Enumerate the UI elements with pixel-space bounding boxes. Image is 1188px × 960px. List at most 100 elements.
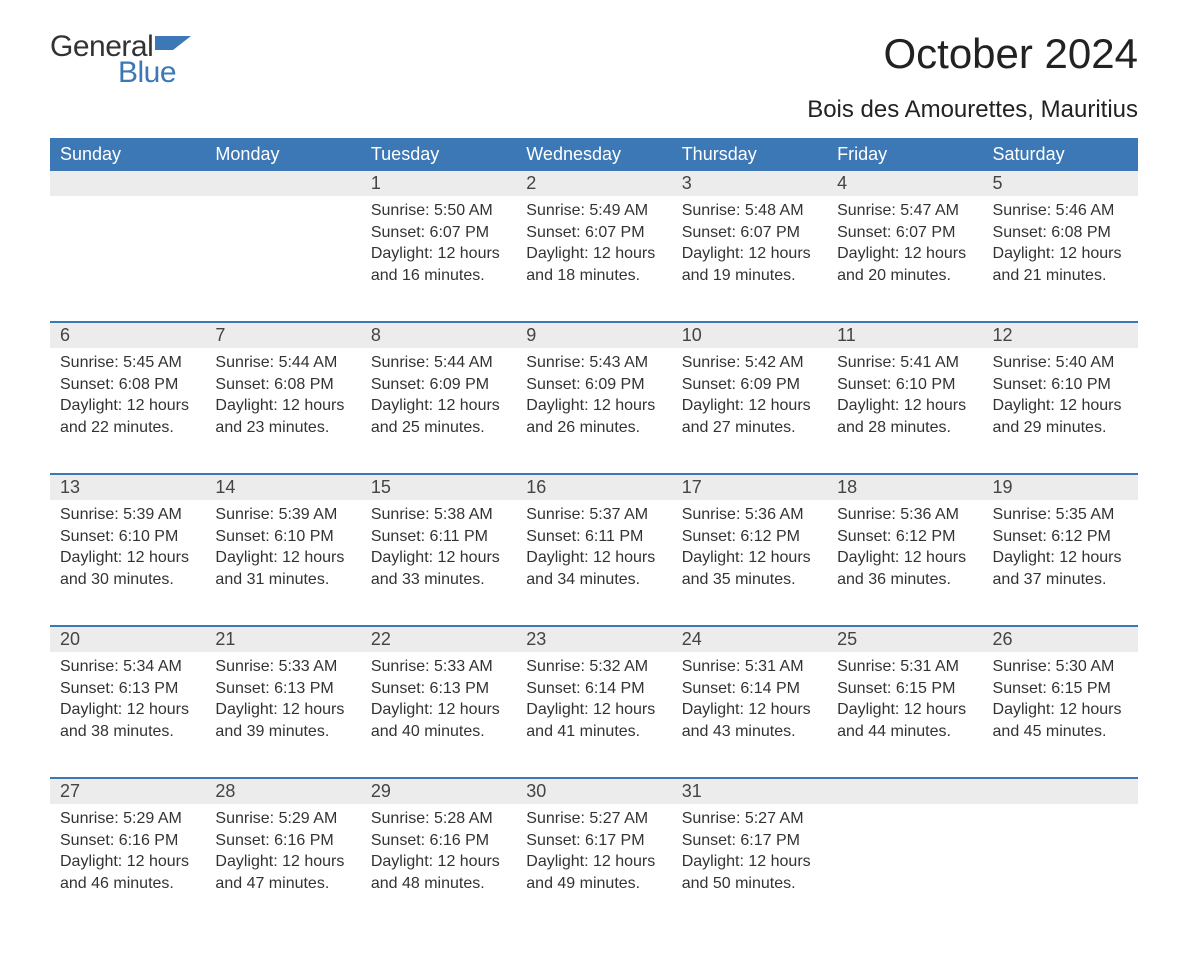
weekday-header-row: Sunday Monday Tuesday Wednesday Thursday… [50,138,1138,171]
day-number-cell: 4 [827,171,982,196]
sunset-text: Sunset: 6:09 PM [682,374,817,396]
sunrise-text: Sunrise: 5:30 AM [993,656,1128,678]
sunset-text: Sunset: 6:12 PM [682,526,817,548]
sunset-text: Sunset: 6:07 PM [682,222,817,244]
sunset-text: Sunset: 6:12 PM [993,526,1128,548]
day-body-cell: Sunrise: 5:39 AMSunset: 6:10 PMDaylight:… [50,500,205,626]
daylight-text-2: and 16 minutes. [371,265,506,287]
day-number-cell: 29 [361,778,516,804]
day-body-cell: Sunrise: 5:39 AMSunset: 6:10 PMDaylight:… [205,500,360,626]
calendar-table: Sunday Monday Tuesday Wednesday Thursday… [50,138,1138,930]
sunset-text: Sunset: 6:14 PM [682,678,817,700]
day-content: Sunrise: 5:27 AMSunset: 6:17 PMDaylight:… [672,804,827,904]
sunset-text: Sunset: 6:16 PM [60,830,195,852]
sunset-text: Sunset: 6:10 PM [60,526,195,548]
daylight-text-2: and 29 minutes. [993,417,1128,439]
day-body-cell: Sunrise: 5:27 AMSunset: 6:17 PMDaylight:… [516,804,671,930]
day-body-cell: Sunrise: 5:44 AMSunset: 6:09 PMDaylight:… [361,348,516,474]
sunset-text: Sunset: 6:15 PM [993,678,1128,700]
day-body-cell: Sunrise: 5:45 AMSunset: 6:08 PMDaylight:… [50,348,205,474]
day-content: Sunrise: 5:29 AMSunset: 6:16 PMDaylight:… [205,804,360,904]
sunrise-text: Sunrise: 5:47 AM [837,200,972,222]
day-content: Sunrise: 5:46 AMSunset: 6:08 PMDaylight:… [983,196,1138,296]
day-content: Sunrise: 5:31 AMSunset: 6:14 PMDaylight:… [672,652,827,752]
day-body-cell: Sunrise: 5:47 AMSunset: 6:07 PMDaylight:… [827,196,982,322]
sunrise-text: Sunrise: 5:39 AM [215,504,350,526]
day-body-cell: Sunrise: 5:46 AMSunset: 6:08 PMDaylight:… [983,196,1138,322]
weekday-header: Wednesday [516,138,671,171]
daylight-text-1: Daylight: 12 hours [837,243,972,265]
day-content: Sunrise: 5:40 AMSunset: 6:10 PMDaylight:… [983,348,1138,448]
sunset-text: Sunset: 6:16 PM [215,830,350,852]
day-number-row: 13141516171819 [50,474,1138,500]
day-body-cell: Sunrise: 5:35 AMSunset: 6:12 PMDaylight:… [983,500,1138,626]
sunset-text: Sunset: 6:09 PM [526,374,661,396]
sunset-text: Sunset: 6:17 PM [526,830,661,852]
daylight-text-2: and 23 minutes. [215,417,350,439]
day-number-cell: 15 [361,474,516,500]
sunrise-text: Sunrise: 5:41 AM [837,352,972,374]
day-body-cell [205,196,360,322]
daylight-text-1: Daylight: 12 hours [215,395,350,417]
daylight-text-2: and 41 minutes. [526,721,661,743]
day-number-cell: 28 [205,778,360,804]
day-number-cell: 30 [516,778,671,804]
day-body-cell: Sunrise: 5:48 AMSunset: 6:07 PMDaylight:… [672,196,827,322]
daylight-text-2: and 40 minutes. [371,721,506,743]
sunrise-text: Sunrise: 5:48 AM [682,200,817,222]
daylight-text-1: Daylight: 12 hours [371,547,506,569]
day-content: Sunrise: 5:27 AMSunset: 6:17 PMDaylight:… [516,804,671,904]
sunrise-text: Sunrise: 5:28 AM [371,808,506,830]
daylight-text-2: and 35 minutes. [682,569,817,591]
sunrise-text: Sunrise: 5:36 AM [682,504,817,526]
day-body-cell: Sunrise: 5:36 AMSunset: 6:12 PMDaylight:… [672,500,827,626]
daylight-text-2: and 38 minutes. [60,721,195,743]
day-content: Sunrise: 5:38 AMSunset: 6:11 PMDaylight:… [361,500,516,600]
daylight-text-2: and 43 minutes. [682,721,817,743]
day-number-cell: 9 [516,322,671,348]
sunset-text: Sunset: 6:07 PM [526,222,661,244]
day-number-cell: 11 [827,322,982,348]
day-body-cell: Sunrise: 5:29 AMSunset: 6:16 PMDaylight:… [50,804,205,930]
daylight-text-2: and 48 minutes. [371,873,506,895]
daylight-text-1: Daylight: 12 hours [60,699,195,721]
sunset-text: Sunset: 6:13 PM [60,678,195,700]
sunset-text: Sunset: 6:10 PM [837,374,972,396]
day-number-cell: 19 [983,474,1138,500]
sunrise-text: Sunrise: 5:44 AM [371,352,506,374]
daylight-text-2: and 33 minutes. [371,569,506,591]
day-body-cell: Sunrise: 5:27 AMSunset: 6:17 PMDaylight:… [672,804,827,930]
daylight-text-1: Daylight: 12 hours [215,547,350,569]
daylight-text-1: Daylight: 12 hours [371,699,506,721]
sunrise-text: Sunrise: 5:31 AM [682,656,817,678]
daylight-text-1: Daylight: 12 hours [526,395,661,417]
sunrise-text: Sunrise: 5:49 AM [526,200,661,222]
day-body-cell: Sunrise: 5:42 AMSunset: 6:09 PMDaylight:… [672,348,827,474]
day-content: Sunrise: 5:42 AMSunset: 6:09 PMDaylight:… [672,348,827,448]
sunrise-text: Sunrise: 5:32 AM [526,656,661,678]
daylight-text-1: Daylight: 12 hours [993,395,1128,417]
weekday-header: Friday [827,138,982,171]
sunrise-text: Sunrise: 5:45 AM [60,352,195,374]
sunset-text: Sunset: 6:15 PM [837,678,972,700]
sunrise-text: Sunrise: 5:50 AM [371,200,506,222]
sunset-text: Sunset: 6:08 PM [993,222,1128,244]
daylight-text-1: Daylight: 12 hours [526,851,661,873]
sunrise-text: Sunrise: 5:43 AM [526,352,661,374]
day-number-row: 12345 [50,171,1138,196]
daylight-text-1: Daylight: 12 hours [837,395,972,417]
day-body-cell: Sunrise: 5:31 AMSunset: 6:15 PMDaylight:… [827,652,982,778]
daylight-text-2: and 27 minutes. [682,417,817,439]
day-number-cell: 16 [516,474,671,500]
daylight-text-2: and 31 minutes. [215,569,350,591]
sunrise-text: Sunrise: 5:27 AM [526,808,661,830]
day-content: Sunrise: 5:33 AMSunset: 6:13 PMDaylight:… [205,652,360,752]
daylight-text-2: and 22 minutes. [60,417,195,439]
day-body-cell: Sunrise: 5:32 AMSunset: 6:14 PMDaylight:… [516,652,671,778]
day-body-row: Sunrise: 5:39 AM Sunset: 6:10 PM Daylight:… [50,500,1138,626]
daylight-text-1: Daylight: 12 hours [993,547,1128,569]
day-body-cell: Sunrise: 5:41 AMSunset: 6:10 PMDaylight:… [827,348,982,474]
day-number-cell: 26 [983,626,1138,652]
day-body-cell: Sunrise: 5:31 AMSunset: 6:14 PMDaylight:… [672,652,827,778]
day-content: Sunrise: 5:50 AMSunset: 6:07 PMDaylight:… [361,196,516,296]
